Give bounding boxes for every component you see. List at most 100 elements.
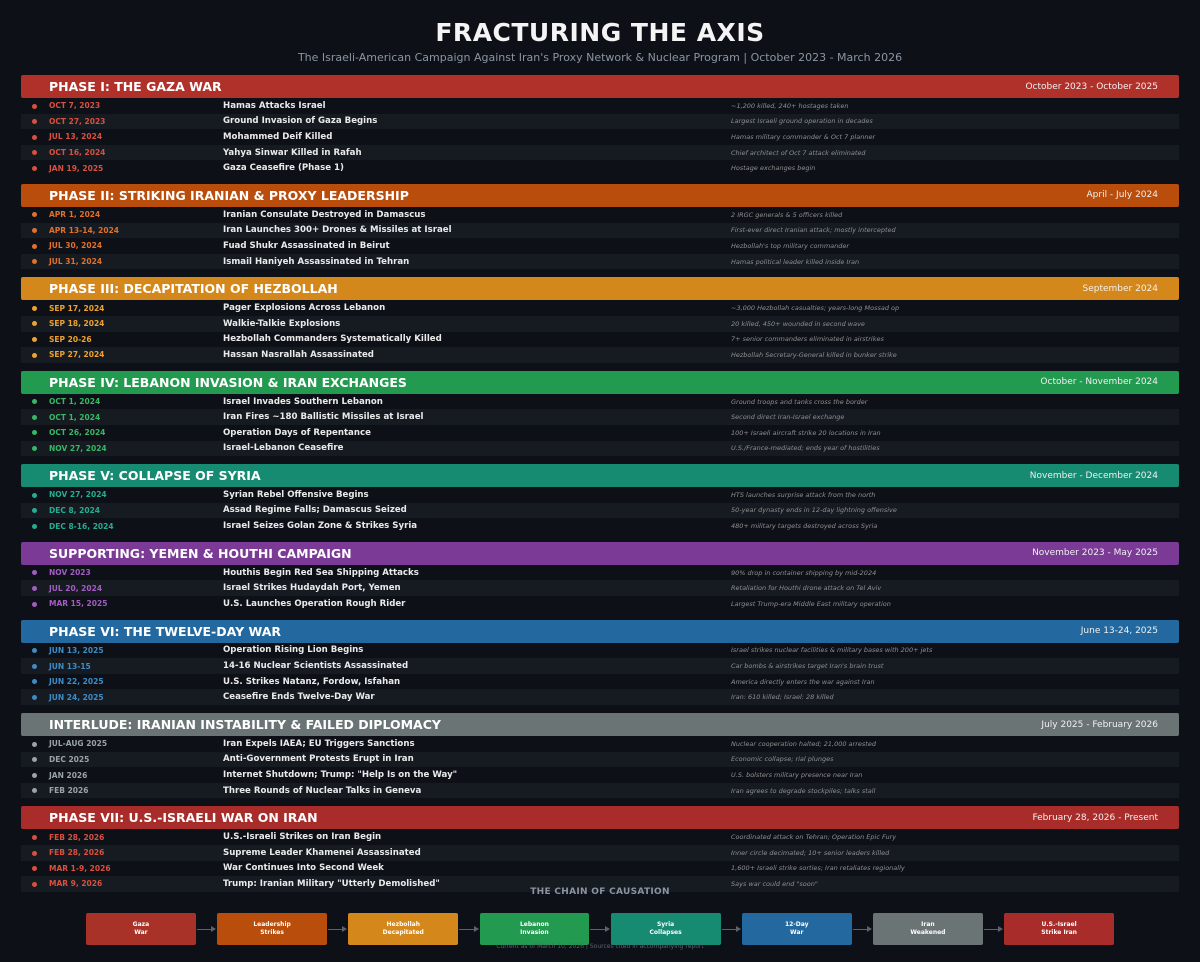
event-title: Trump: Iranian Military "Utterly Demolis…	[223, 878, 440, 889]
event-title: U.S.-Israeli Strikes on Iran Begin	[223, 832, 382, 843]
event-note: Car bombs & airstrikes target Iran's bra…	[731, 662, 884, 671]
event-date: DEC 8, 2024	[49, 505, 101, 515]
event-dot	[32, 850, 37, 856]
event-dot	[32, 788, 37, 794]
event-title: Israel-Lebanon Ceasefire	[223, 443, 344, 454]
event-note: Hamas political leader killed inside Ira…	[731, 257, 860, 266]
event-row: OCT 27, 2023 Ground Invasion of Gaza Begi…	[21, 113, 1179, 130]
timeline: PHASE I: THE GAZA WAR October 2023 - Octo…	[21, 75, 1179, 900]
phase-section: PHASE VI: THE TWELVE-DAY WAR June 13-24, …	[21, 619, 1179, 706]
event-dot	[32, 399, 37, 405]
phase-section: PHASE VII: U.S.-ISRAELI WAR ON IRAN Febru…	[21, 806, 1179, 892]
event-date: FEB 28, 2026	[49, 832, 105, 842]
event-row: JUL 13, 2024 Mohammed Deif Killed Hamas mi…	[21, 129, 1179, 145]
event-row: SEP 20-26 Hezbollah Commanders Systematic…	[21, 332, 1179, 348]
phase-header: PHASE IV: LEBANON INVASION & IRAN EXCHAN…	[21, 370, 1179, 394]
event-date: JAN 2026	[49, 770, 88, 780]
event-row: APR 1, 2024 Iranian Consulate Destroyed i…	[21, 207, 1179, 223]
event-date: JUL 30, 2024	[49, 241, 103, 251]
phase-section: PHASE I: THE GAZA WAR October 2023 - Octo…	[21, 75, 1179, 176]
event-note: Economic collapse; rial plunges	[731, 755, 834, 764]
chain-step: Iran Weakened	[873, 913, 983, 945]
event-date: MAR 1-9, 2026	[49, 863, 111, 873]
chain-step: 12-Day War	[741, 913, 852, 945]
phase-header: PHASE I: THE GAZA WAR October 2023 - Octo…	[21, 75, 1179, 98]
event-date: SEP 17, 2024	[49, 303, 105, 313]
event-title: Supreme Leader Khamenei Assassinated	[223, 847, 421, 858]
event-dot	[32, 134, 37, 140]
phase-title: PHASE V: COLLAPSE OF SYRIA	[49, 468, 261, 484]
event-row: JUL 20, 2024 Israel Strikes Hudaydah Port…	[21, 580, 1179, 597]
event-note: Hostage exchanges begin	[731, 164, 816, 173]
phase-section: SUPPORTING: YEMEN & HOUTHI CAMPAIGN Novem…	[21, 541, 1179, 612]
event-dot	[32, 570, 37, 576]
event-dot	[32, 523, 37, 529]
event-date: NOV 27, 2024	[49, 490, 107, 500]
event-row: JAN 2026 Internet Shutdown; Trump: "Help …	[21, 767, 1179, 783]
event-list: JUL-AUG 2025 Iran Expels IAEA; EU Trigger…	[21, 736, 1179, 799]
event-row: APR 13-14, 2024 Iran Launches 300+ Drones…	[21, 222, 1179, 239]
event-dot	[32, 165, 37, 171]
event-dot	[32, 446, 37, 451]
event-dot	[32, 103, 37, 109]
event-row: JUL 30, 2024 Fuad Shukr Assassinated in B…	[21, 238, 1179, 254]
event-title: Syrian Rebel Offensive Begins	[223, 489, 369, 500]
event-row: JUL 31, 2024 Ismail Haniyeh Assassinated …	[21, 253, 1179, 270]
event-list: OCT 7, 2023 Hamas Attacks Israel ~1,200 ki…	[21, 98, 1179, 176]
event-title: Ismail Haniyeh Assassinated in Tehran	[223, 256, 410, 267]
event-date: SEP 27, 2024	[49, 350, 105, 360]
event-note: Inner circle decimated; 10+ senior leade…	[731, 848, 890, 857]
event-note: 7+ senior commanders eliminated in airst…	[731, 335, 884, 344]
phase-section: INTERLUDE: IRANIAN INSTABILITY & FAILED …	[21, 713, 1179, 799]
event-list: NOV 2023 Houthis Begin Red Sea Shipping A…	[21, 565, 1179, 612]
event-title: Ceasefire Ends Twelve-Day War	[223, 692, 375, 703]
event-row: DEC 2025 Anti-Government Protests Erupt i…	[21, 751, 1179, 768]
phase-title: PHASE III: DECAPITATION OF HEZBOLLAH	[49, 281, 338, 297]
phase-header: PHASE III: DECAPITATION OF HEZBOLLAH Sept…	[21, 277, 1179, 301]
event-date: JUL-AUG 2025	[49, 739, 108, 749]
event-list: OCT 1, 2024 Israel Invades Southern Leban…	[21, 394, 1179, 457]
event-row: OCT 16, 2024 Yahya Sinwar Killed in Rafah…	[21, 144, 1179, 161]
event-dot	[32, 243, 37, 249]
event-dot	[32, 508, 37, 514]
event-note: 100+ Israeli aircraft strike 20 location…	[731, 428, 881, 437]
event-note: Iran: 610 killed; Israel: 28 killed	[731, 693, 834, 702]
event-title: 14-16 Nuclear Scientists Assassinated	[223, 661, 409, 672]
event-title: Houthis Begin Red Sea Shipping Attacks	[223, 567, 419, 578]
event-dot	[32, 834, 37, 840]
event-date: OCT 7, 2023	[49, 101, 101, 111]
phase-section: PHASE II: STRIKING IRANIAN & PROXY LEADE…	[21, 183, 1179, 270]
phase-dates: November - December 2024	[1029, 470, 1158, 481]
event-date: JUN 13-15	[49, 661, 91, 671]
event-dot	[32, 601, 37, 607]
event-note: 1,600+ Israeli strike sorties; Iran reta…	[731, 864, 905, 873]
event-date: SEP 20-26	[49, 334, 92, 344]
event-note: Ground troops and tanks cross the border	[731, 397, 868, 406]
event-title: Israel Seizes Golan Zone & Strikes Syria	[223, 521, 418, 532]
event-date: SEP 18, 2024	[49, 319, 105, 329]
phase-dates: February 28, 2026 - Present	[1032, 812, 1158, 823]
event-row: JUN 13-15 14-16 Nuclear Scientists Assass…	[21, 658, 1179, 674]
event-note: Iran agrees to degrade stockpiles; talks…	[731, 786, 876, 795]
event-row: FEB 28, 2026 Supreme Leader Khamenei Assa…	[21, 845, 1179, 861]
phase-dates: July 2025 - February 2026	[1041, 719, 1158, 730]
event-row: MAR 9, 2026 Trump: Iranian Military "Utte…	[21, 876, 1179, 892]
event-note: Nuclear cooperation halted; 21,000 arres…	[731, 739, 876, 748]
phase-dates: October - November 2024	[1040, 377, 1158, 388]
event-date: NOV 27, 2024	[49, 443, 107, 453]
phase-header: PHASE II: STRIKING IRANIAN & PROXY LEADE…	[21, 183, 1179, 207]
event-date: APR 1, 2024	[49, 210, 101, 220]
event-note: 480+ military targets destroyed across S…	[731, 522, 878, 531]
event-title: Operation Rising Lion Begins	[223, 645, 364, 656]
event-note: Hamas military commander & Oct 7 planner	[731, 132, 876, 141]
event-date: OCT 26, 2024	[49, 428, 106, 438]
chain-step: Leadership Strikes	[217, 913, 327, 945]
event-title: Fuad Shukr Assassinated in Beirut	[223, 240, 390, 251]
event-title: Iran Expels IAEA; EU Triggers Sanctions	[223, 738, 415, 749]
event-date: OCT 1, 2024	[49, 412, 101, 422]
event-note: Largest Trump-era Middle East military o…	[731, 599, 891, 608]
event-date: JUN 22, 2025	[49, 677, 104, 687]
chain-title: THE CHAIN OF CAUSATION	[530, 887, 670, 897]
event-note: Hezbollah's top military commander	[731, 241, 850, 250]
event-row: NOV 27, 2024 Syrian Rebel Offensive Begin…	[21, 487, 1179, 503]
